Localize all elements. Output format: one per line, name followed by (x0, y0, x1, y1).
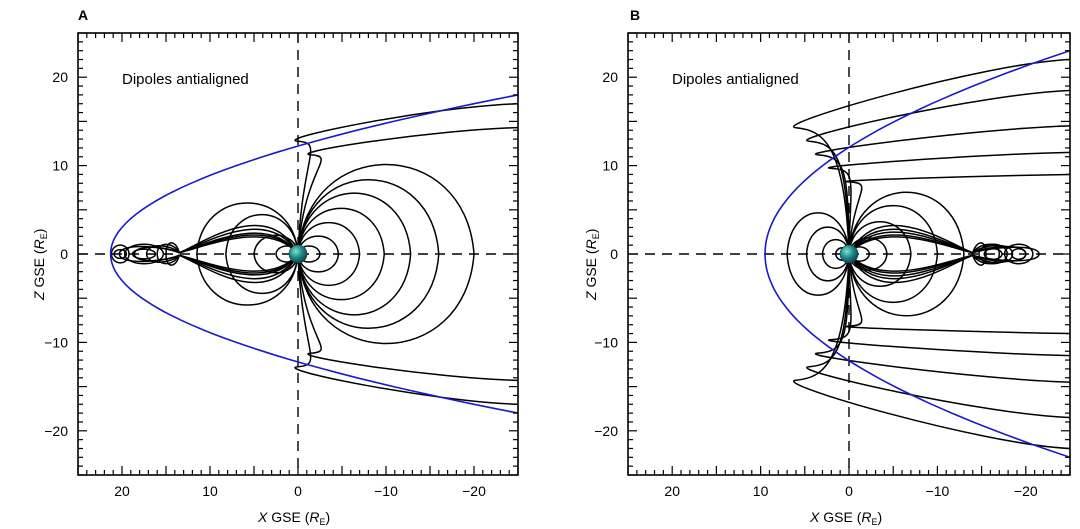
panel-b-reconnected-field-line (848, 253, 1040, 272)
panel-b-reconnected-field-line (848, 253, 987, 284)
panel-a-x-tick-label: 20 (114, 483, 130, 499)
panel-a-tail-field-line (297, 253, 518, 382)
panel-b-label: B (630, 7, 640, 23)
panel-b-tail-field-line (827, 253, 1070, 357)
panel-b-y-tick-label: −20 (594, 423, 618, 439)
panel-b-x-tick-label: −20 (1014, 483, 1038, 499)
panel-a-closed-field-line (297, 192, 412, 255)
panel-a-closed-field-line (196, 253, 299, 306)
panel-b-magnetopause (764, 49, 1070, 459)
panel-b-x-axis-label: X GSE (RE) (809, 509, 882, 527)
panel-b-reconnected-field-line (848, 224, 987, 255)
panel-b-x-tick-label: −10 (926, 483, 950, 499)
panel-b-tail-field-line (814, 253, 1070, 383)
panel-a-island-field-line (123, 243, 165, 265)
panel-b-tail-field-line (792, 58, 1070, 255)
panel-b-tail-field-line (792, 253, 1070, 450)
panel-b-island-field-line (978, 243, 1008, 265)
panel-b-annotation: Dipoles antialigned (672, 71, 799, 88)
panel-b-closed-field-line (848, 253, 939, 303)
panel-b-tail-field-line (806, 253, 1070, 419)
panel-a-earth-icon (288, 244, 308, 264)
panel-b-y-tick-label: −10 (594, 334, 618, 350)
panel-a-field-lines (78, 33, 518, 475)
panel-a-island-field-line (131, 248, 157, 260)
panel-a-tail-field-line (297, 126, 518, 255)
panel-a-y-tick-label: 10 (52, 158, 68, 174)
panel-a-magnetopause (109, 94, 518, 414)
panel-a-closed-field-line (297, 253, 440, 329)
panel-a-x-tick-label: −20 (462, 483, 486, 499)
panel-b-closed-field-line (848, 191, 965, 255)
panel-a-x-tick-label: 0 (294, 483, 302, 499)
panel-b-x-tick-label: 0 (845, 483, 853, 499)
panel-b-closed-field-line (786, 212, 850, 255)
panel-b-closed-field-line (848, 253, 912, 287)
panel-b-y-tick-label: 0 (610, 246, 618, 262)
panel-a-closed-field-line (196, 202, 299, 255)
panel-a-x-tick-label: −10 (374, 483, 398, 499)
panel-b-island-field-line (1010, 247, 1027, 261)
panel-a-label: A (78, 7, 88, 23)
panel-b-reconnected-field-line (848, 231, 1014, 255)
panel-a-y-tick-label: 0 (60, 246, 68, 262)
panel-a-closed-field-line (297, 179, 440, 255)
panel-b-axes: 20 10 0 −10 −20 20 10 0 −10 −20 (594, 32, 1071, 499)
panel-b-tail-field-line (827, 151, 1070, 255)
panel-a-x-tick-label: 10 (202, 483, 218, 499)
panel-a-closed-field-line (297, 253, 385, 301)
panel-a-closed-field-line (297, 221, 361, 255)
panel-b-tail-field-line (806, 89, 1070, 255)
panel-b-reconnected-field-line (848, 236, 1040, 255)
panel-a-reconnected-field-line (118, 234, 299, 255)
panel-a-y-axis-label: Z GSE (RE) (31, 229, 49, 301)
panel-a-closed-field-line (297, 163, 475, 255)
panel-b-closed-field-line (848, 221, 912, 255)
panel-b-earth-icon (839, 244, 859, 264)
panel-b-y-axis-label: Z GSE (RE) (583, 229, 601, 301)
panel-a: A 20 10 0 −10 −20 20 10 0 −10 −20 Dipoles antiali… (31, 7, 519, 527)
panel-b-tail-field-line (845, 253, 1070, 335)
panel-a-annotation: Dipoles antialigned (122, 71, 249, 88)
panel-a-closed-field-line (297, 253, 361, 287)
panel-a-closed-field-line (297, 253, 475, 345)
panel-a-y-tick-label: 20 (52, 69, 68, 85)
panel-a-island-field-line (110, 244, 130, 264)
panel-a-reconnected-field-line (118, 253, 299, 274)
panel-b: B 20 10 0 −10 −20 20 10 0 −10 −20 Dipoles antiali… (583, 7, 1071, 527)
panel-a-reconnected-field-line (165, 253, 299, 284)
panel-a-x-axis-label: X GSE (RE) (257, 509, 330, 527)
panel-b-x-tick-label: 20 (664, 483, 680, 499)
panel-b-y-tick-label: 10 (602, 158, 618, 174)
panel-a-island-field-line (113, 248, 128, 260)
panel-a-reconnected-field-line (165, 224, 299, 255)
panel-b-closed-field-line (786, 253, 850, 296)
panel-a-closed-field-line (297, 207, 385, 255)
panel-b-tail-field-line (814, 125, 1070, 255)
panel-b-field-lines (628, 33, 1070, 475)
panel-b-closed-field-line (848, 205, 939, 255)
panel-b-reconnected-field-line (848, 253, 1014, 277)
panel-b-x-tick-label: 10 (753, 483, 769, 499)
panel-b-closed-field-line (848, 253, 965, 317)
panel-a-y-tick-label: −20 (44, 423, 68, 439)
panel-b-island-field-line (983, 247, 1003, 261)
panel-a-closed-field-line (297, 253, 412, 316)
panel-b-island-field-line (1003, 243, 1034, 265)
panel-b-y-tick-label: 20 (602, 69, 618, 85)
panel-a-y-tick-label: −10 (44, 334, 68, 350)
panel-a-axes: 20 10 0 −10 −20 20 10 0 −10 −20 (44, 32, 519, 499)
panel-b-tail-field-line (845, 173, 1070, 255)
